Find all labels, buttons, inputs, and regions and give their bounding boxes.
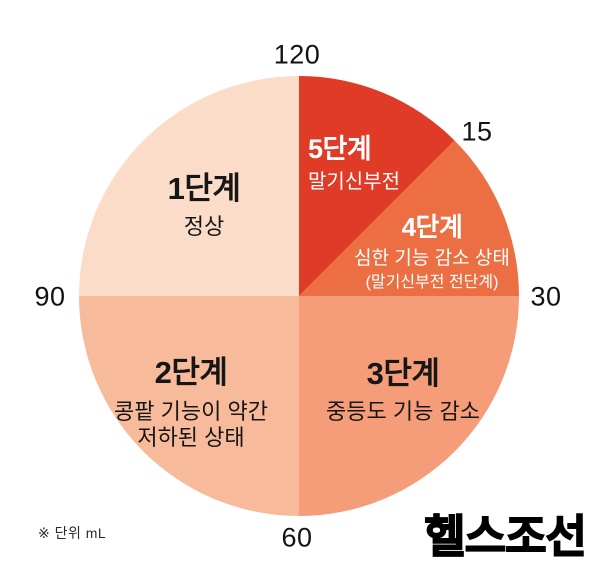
stage4-desc: 심한 기능 감소 상태 (354, 247, 510, 269)
stage2-desc2: 저하된 상태 (137, 424, 245, 450)
pie-slice-3단계 (299, 296, 519, 516)
pie-slice-5단계 (299, 76, 455, 296)
stage2-label: 2단계 콩팥 기능이 약간 저하된 상태 (114, 354, 268, 451)
tick-90: 90 (34, 281, 66, 312)
publisher-logo: 헬스조선 (424, 510, 588, 563)
stage4-label: 4단계 심한 기능 감소 상태 (말기신부전 전단계) (354, 211, 510, 293)
stage5-name: 5단계 (308, 134, 372, 164)
stage4-desc2: (말기신부전 전단계) (365, 274, 499, 292)
tick-60: 60 (281, 522, 313, 553)
tick-15: 15 (461, 116, 493, 147)
tick-120: 120 (273, 39, 321, 70)
stage2-desc: 콩팥 기능이 약간 (114, 398, 268, 424)
stage1-label: 1단계 정상 (168, 170, 241, 240)
stage4-name: 4단계 (401, 212, 463, 242)
stage5-label: 5단계 말기신부전 (308, 133, 400, 195)
stage1-desc: 정상 (183, 213, 225, 239)
pie-slice-1단계 (79, 76, 299, 296)
stage1-name: 1단계 (167, 171, 241, 206)
stage5-desc: 말기신부전 (308, 170, 400, 193)
stage3-label: 3단계 중등도 기능 감소 (326, 355, 480, 425)
pie-slice-2단계 (79, 296, 299, 516)
stage3-name: 3단계 (366, 356, 440, 391)
pie-slice-4단계 (299, 140, 519, 296)
stage3-desc: 중등도 기능 감소 (326, 398, 480, 424)
stage2-name: 2단계 (154, 355, 228, 390)
unit-note: ※ 단위 mL (38, 525, 107, 541)
tick-30: 30 (530, 281, 562, 312)
